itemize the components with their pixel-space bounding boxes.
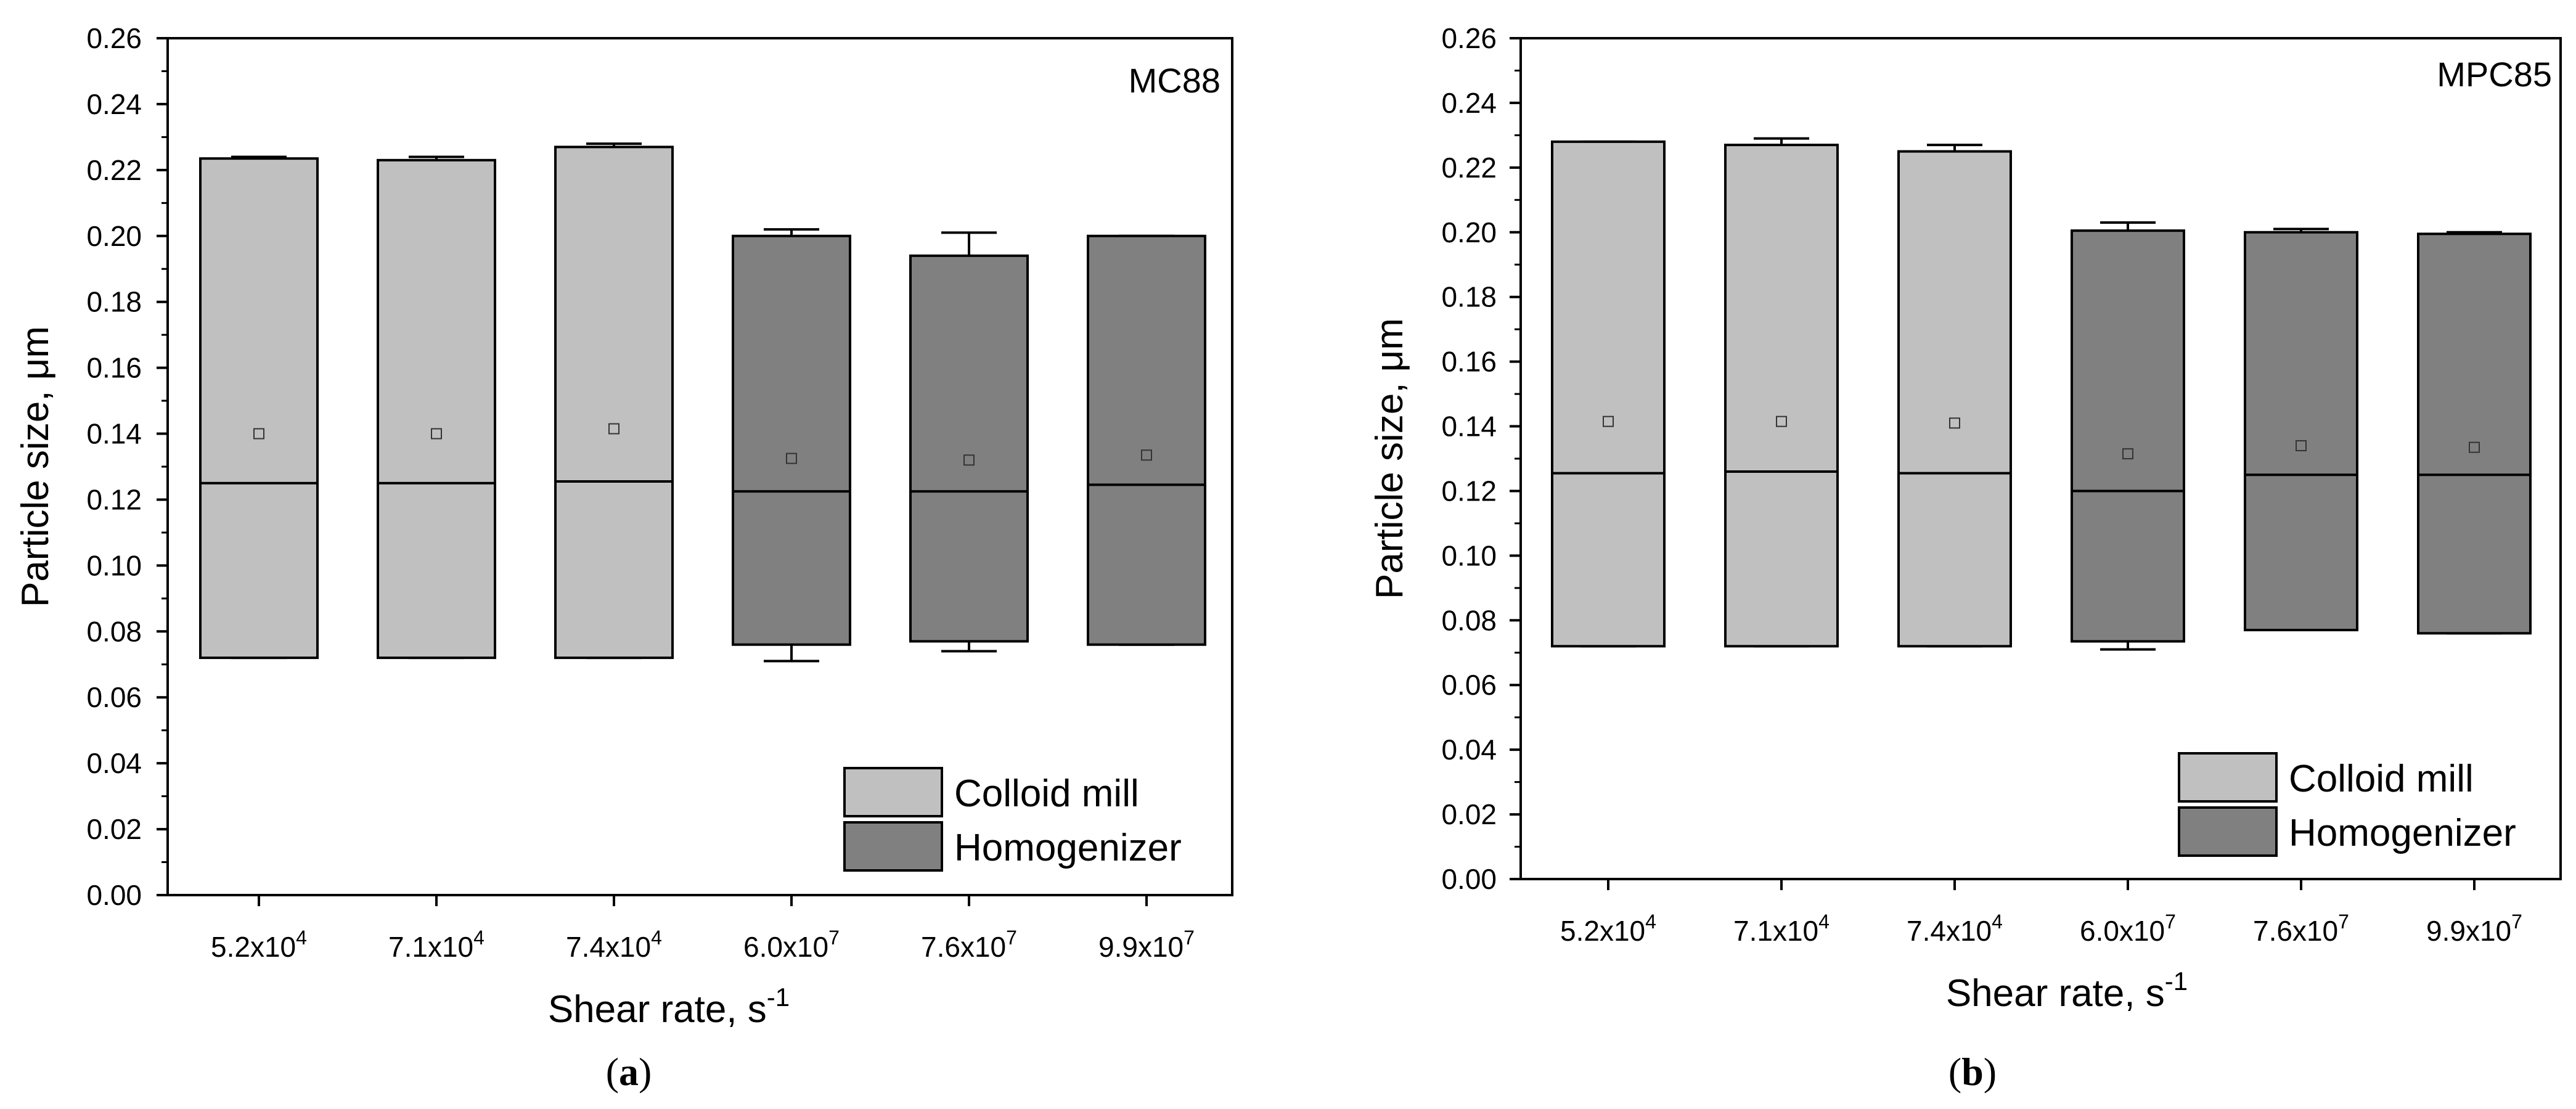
x-tick-label: 6.0x107 (743, 927, 840, 963)
legend-label-colloid-mill-b: Colloid mill (2289, 758, 2474, 800)
caption-b: (b) (1948, 1050, 1997, 1094)
x-axis-label-a: Shear rate, s-1 (548, 983, 790, 1031)
legend-swatch-homogenizer-a (843, 821, 943, 872)
box (732, 234, 851, 646)
mean-marker (1776, 415, 1787, 427)
y-tick-label: 0.12 (1441, 475, 1497, 507)
legend-a: Colloid mill Homogenizer (843, 767, 1182, 872)
y-tick-label: 0.04 (86, 747, 142, 779)
y-tick-label: 0.26 (86, 22, 142, 54)
y-axis-label-b: Particle size, μm (1368, 318, 1411, 599)
mean-marker (2122, 448, 2133, 460)
y-tick-label: 0.06 (86, 681, 142, 713)
y-tick-label: 0.08 (86, 615, 142, 647)
caption-a: (a) (606, 1050, 652, 1094)
box (2417, 232, 2532, 635)
mean-marker (2469, 441, 2480, 453)
mean-marker (786, 452, 797, 464)
y-tick-label: 0.16 (86, 352, 142, 384)
panel-label-a: MC88 (1129, 61, 1221, 100)
legend-label-homogenizer-a: Homogenizer (954, 827, 1182, 869)
y-tick-label: 0.18 (86, 286, 142, 318)
legend-swatch-colloid-mill-a (843, 767, 943, 817)
y-tick-label: 0.22 (86, 154, 142, 186)
mean-marker (1141, 449, 1152, 461)
mean-marker (2296, 440, 2307, 452)
y-tick-label: 0.12 (86, 483, 142, 515)
x-tick-label: 5.2x104 (1560, 911, 1656, 947)
chart-panel-b: MPC85 Particle size, μm Shear rate, s-1 … (1368, 22, 2562, 1094)
y-tick-label: 0.02 (1441, 798, 1497, 830)
box (554, 145, 674, 660)
x-tick-label: 5.2x104 (211, 927, 307, 963)
x-tick-label: 7.1x104 (388, 927, 485, 963)
y-tick-label: 0.14 (86, 418, 142, 450)
legend-swatch-homogenizer-b (2178, 806, 2278, 857)
box (377, 158, 496, 660)
x-tick-label: 7.1x104 (1733, 911, 1830, 947)
mean-marker (253, 428, 264, 440)
y-tick-label: 0.04 (1441, 734, 1497, 766)
legend-b: Colloid mill Homogenizer (2178, 752, 2516, 857)
mean-marker (963, 454, 975, 466)
box (1551, 140, 1666, 648)
legend-label-homogenizer-b: Homogenizer (2289, 812, 2516, 854)
x-tick-label: 7.6x107 (921, 927, 1017, 963)
y-tick-label: 0.08 (1441, 604, 1497, 636)
x-tick-label: 7.4x104 (1907, 911, 2003, 947)
legend-label-colloid-mill-a: Colloid mill (954, 772, 1139, 815)
y-tick-label: 0.22 (1441, 152, 1497, 184)
mean-marker (431, 428, 442, 440)
y-tick-label: 0.16 (1441, 346, 1497, 378)
y-tick-label: 0.14 (1441, 411, 1497, 443)
box (1897, 150, 2012, 648)
y-tick-label: 0.10 (86, 549, 142, 581)
box (1087, 234, 1206, 646)
x-tick-label: 9.9x107 (2426, 911, 2522, 947)
y-tick-label: 0.00 (86, 879, 142, 911)
x-tick-label: 7.4x104 (566, 927, 662, 963)
plot-frame-b (1519, 37, 2562, 880)
y-tick-label: 0.06 (1441, 669, 1497, 701)
y-tick-label: 0.24 (1441, 87, 1497, 119)
x-tick-label: 7.6x107 (2253, 911, 2349, 947)
panel-label-b: MPC85 (2437, 55, 2552, 94)
y-tick-label: 0.20 (1441, 216, 1497, 248)
y-tick-label: 0.24 (86, 88, 142, 120)
y-tick-label: 0.26 (1441, 22, 1497, 54)
box (1724, 144, 1839, 648)
y-tick-label: 0.20 (86, 220, 142, 252)
legend-swatch-colloid-mill-b (2178, 752, 2278, 803)
box (2071, 229, 2185, 643)
mean-marker (1603, 415, 1614, 427)
y-tick-label: 0.00 (1441, 863, 1497, 895)
y-tick-label: 0.10 (1441, 539, 1497, 571)
plot-frame-a (166, 37, 1233, 896)
x-tick-label: 6.0x107 (2080, 911, 2176, 947)
mean-marker (608, 423, 619, 435)
y-axis-label-a: Particle size, μm (14, 326, 57, 607)
box (909, 254, 1029, 643)
y-tick-label: 0.18 (1441, 281, 1497, 313)
x-tick-label: 9.9x107 (1098, 927, 1195, 963)
x-axis-label-b: Shear rate, s-1 (1946, 967, 2188, 1015)
box (199, 157, 319, 660)
y-tick-label: 0.02 (86, 813, 142, 845)
mean-marker (1949, 417, 1960, 429)
box (2244, 231, 2358, 632)
chart-panel-a: MC88 Particle size, μm Shear rate, s-1 (… (14, 22, 1233, 1094)
